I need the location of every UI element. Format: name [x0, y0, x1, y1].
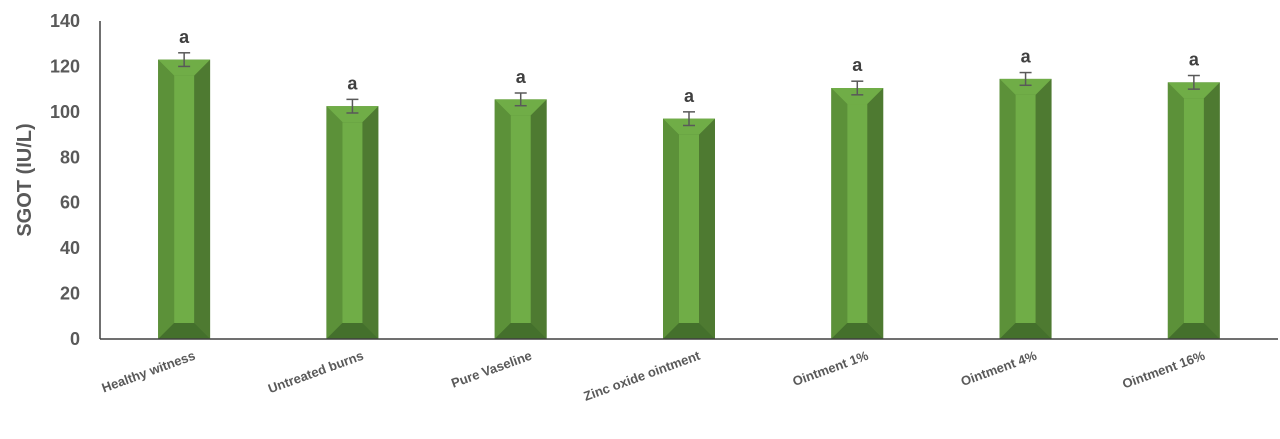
error-bar: [514, 92, 527, 107]
x-tick-label: Ointment 1%: [791, 348, 871, 389]
bar-bottom-bevel: [663, 323, 715, 339]
y-axis-title: SGOT (IU/L): [14, 123, 36, 236]
x-tick-label: Zinc oxide ointment: [582, 347, 703, 403]
bar-left-bevel: [1167, 82, 1184, 339]
data-label: a: [179, 27, 190, 47]
bar-bottom-bevel: [326, 323, 379, 339]
bar-top-bevel: [158, 59, 211, 76]
bar-group: a: [999, 47, 1052, 340]
bar-group: a: [326, 73, 379, 339]
y-tick-label: 100: [50, 102, 80, 122]
bar-front-face: [174, 75, 195, 323]
bar-bottom-bevel: [831, 323, 884, 339]
bar-group: a: [494, 67, 547, 339]
error-bar: [683, 111, 695, 127]
error-bar: [178, 52, 191, 68]
x-axis-labels: Healthy witness Untreated burns Pure Vasel…: [100, 347, 1208, 403]
y-axis-ticks: 0 20 40 60 80 100 120 140: [50, 11, 80, 349]
bar-group: a: [663, 86, 715, 340]
bar-front-face: [847, 104, 868, 323]
bar-bottom-bevel: [999, 323, 1052, 339]
y-tick-label: 140: [50, 11, 80, 31]
y-tick-label: 80: [60, 147, 80, 167]
data-label: a: [1189, 50, 1200, 70]
bar-left-bevel: [663, 118, 679, 340]
data-label: a: [684, 86, 695, 106]
data-label: a: [347, 73, 358, 93]
x-tick-label: Pure Vaseline: [449, 348, 534, 391]
error-bar: [346, 98, 359, 114]
bar-left-bevel: [999, 78, 1016, 340]
data-label: a: [852, 55, 863, 75]
bar-bottom-bevel: [158, 323, 211, 339]
bar-front-face: [510, 115, 531, 323]
x-tick-label: Healthy witness: [100, 348, 197, 396]
x-tick-label: Ointment 4%: [959, 348, 1039, 389]
bar-group: a: [831, 55, 884, 339]
bar-front-face: [1015, 94, 1036, 324]
bars-group: a a a a a a a: [158, 27, 1220, 340]
bar-front-face: [342, 122, 363, 323]
bar-left-bevel: [494, 99, 511, 339]
x-tick-label: Untreated burns: [266, 348, 365, 396]
bar-top-bevel: [1167, 82, 1220, 99]
y-tick-label: 40: [60, 238, 80, 258]
bar-bottom-bevel: [494, 323, 547, 339]
y-tick-label: 20: [60, 284, 80, 304]
bar-left-bevel: [326, 106, 343, 339]
y-tick-label: 0: [70, 329, 80, 349]
bar-bottom-bevel: [1167, 323, 1220, 339]
bar-front-face: [679, 134, 699, 323]
bar-top-bevel: [999, 78, 1052, 95]
bar-front-face: [1183, 98, 1204, 323]
bar-top-bevel: [831, 88, 884, 105]
data-label: a: [1021, 47, 1032, 67]
bar-left-bevel: [158, 59, 175, 339]
x-tick-label: Ointment 16%: [1120, 348, 1207, 392]
bar-left-bevel: [831, 88, 848, 339]
error-bar: [1019, 71, 1032, 87]
bar-top-bevel: [663, 118, 715, 135]
y-tick-label: 60: [60, 193, 80, 213]
bar-top-bevel: [326, 106, 379, 123]
bar-group: a: [158, 27, 211, 339]
bar-top-bevel: [494, 99, 547, 116]
error-bar: [1187, 74, 1200, 90]
y-tick-label: 120: [50, 56, 80, 76]
bar-group: a: [1167, 50, 1220, 339]
data-label: a: [516, 67, 527, 87]
error-bar: [851, 80, 864, 96]
